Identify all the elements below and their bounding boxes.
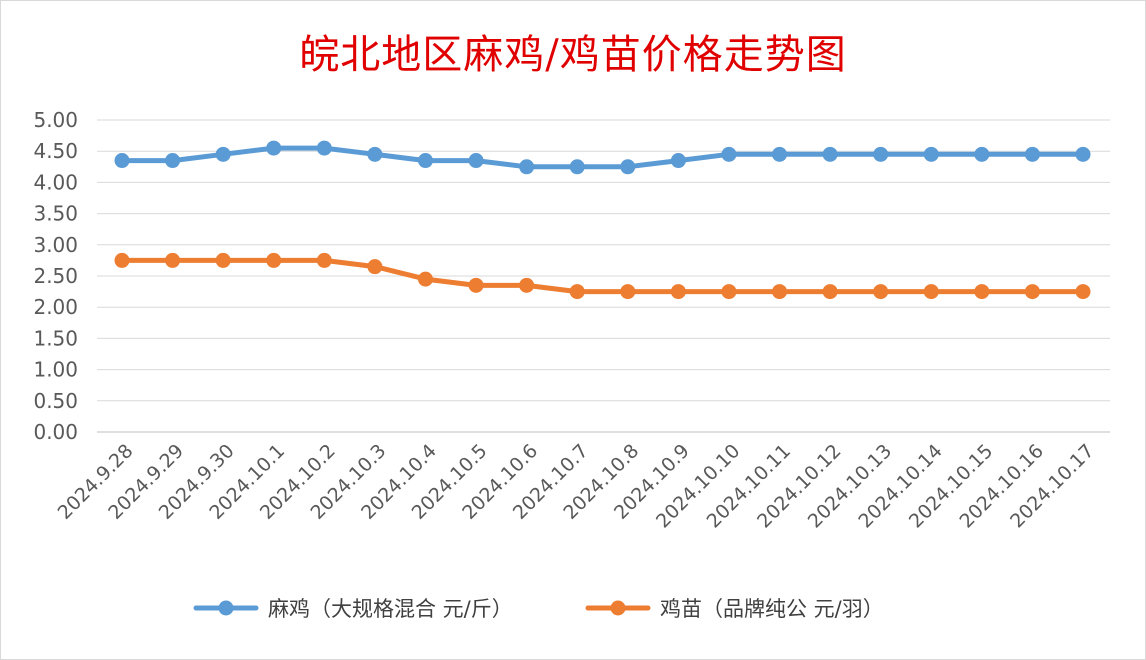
data-point — [822, 284, 838, 300]
data-point — [316, 140, 332, 156]
data-point — [266, 252, 282, 268]
data-point — [670, 153, 686, 169]
data-point — [923, 146, 939, 162]
data-point — [1024, 284, 1040, 300]
legend-swatch-marker — [610, 600, 626, 616]
data-point — [468, 153, 484, 169]
data-point — [215, 252, 231, 268]
data-point — [468, 277, 484, 293]
data-point — [417, 153, 433, 169]
data-point — [519, 277, 535, 293]
legend-item-1: 麻鸡（大规格混合 元/斤） — [193, 597, 513, 621]
y-tick-label: 0.00 — [33, 420, 78, 444]
data-point — [316, 252, 332, 268]
data-point — [670, 284, 686, 300]
y-tick-label: 3.50 — [33, 202, 78, 226]
data-point — [165, 252, 181, 268]
y-tick-label: 1.00 — [33, 358, 78, 382]
data-point — [266, 140, 282, 156]
data-point — [1024, 146, 1040, 162]
y-tick-label: 4.50 — [33, 139, 78, 163]
y-tick-label: 2.50 — [33, 264, 78, 288]
data-point — [721, 284, 737, 300]
data-point — [873, 146, 889, 162]
data-point — [1075, 284, 1091, 300]
y-tick-label: 1.50 — [33, 326, 78, 350]
chart-title: 皖北地区麻鸡/鸡苗价格走势图 — [299, 32, 847, 78]
data-point — [822, 146, 838, 162]
data-point — [519, 159, 535, 175]
data-point — [569, 284, 585, 300]
y-tick-label: 5.00 — [33, 108, 78, 132]
data-point — [923, 284, 939, 300]
legend: 麻鸡（大规格混合 元/斤） 鸡苗（品牌纯公 元/羽） — [193, 597, 884, 621]
y-tick-label: 3.00 — [33, 233, 78, 257]
legend-item-2: 鸡苗（品牌纯公 元/羽） — [585, 597, 884, 621]
series-group — [114, 140, 1091, 300]
data-point — [165, 153, 181, 169]
data-point — [417, 271, 433, 287]
data-point — [569, 159, 585, 175]
series-line — [119, 257, 1086, 295]
data-point — [367, 259, 383, 275]
data-point — [367, 146, 383, 162]
data-point — [772, 146, 788, 162]
data-point — [620, 284, 636, 300]
data-point — [620, 159, 636, 175]
legend-label: 麻鸡（大规格混合 元/斤） — [268, 597, 513, 621]
legend-label: 鸡苗（品牌纯公 元/羽） — [660, 597, 884, 621]
series-1 — [114, 140, 1091, 175]
data-point — [974, 284, 990, 300]
y-axis: 0.00 0.50 1.00 1.50 2.00 2.50 3.00 3.50 4.00 4.50… — [33, 108, 78, 444]
data-point — [1075, 146, 1091, 162]
y-tick-label: 2.00 — [33, 295, 78, 319]
series-line — [119, 145, 1086, 170]
data-point — [772, 284, 788, 300]
series-2 — [114, 252, 1091, 300]
x-axis: 2024.9.282024.9.292024.9.302024.10.12024… — [54, 440, 1099, 532]
data-point — [215, 146, 231, 162]
data-point — [873, 284, 889, 300]
data-point — [114, 153, 130, 169]
data-point — [974, 146, 990, 162]
legend-swatch-marker — [218, 600, 234, 616]
data-point — [114, 252, 130, 268]
y-tick-label: 4.00 — [33, 170, 78, 194]
y-tick-label: 0.50 — [33, 389, 78, 413]
data-point — [721, 146, 737, 162]
